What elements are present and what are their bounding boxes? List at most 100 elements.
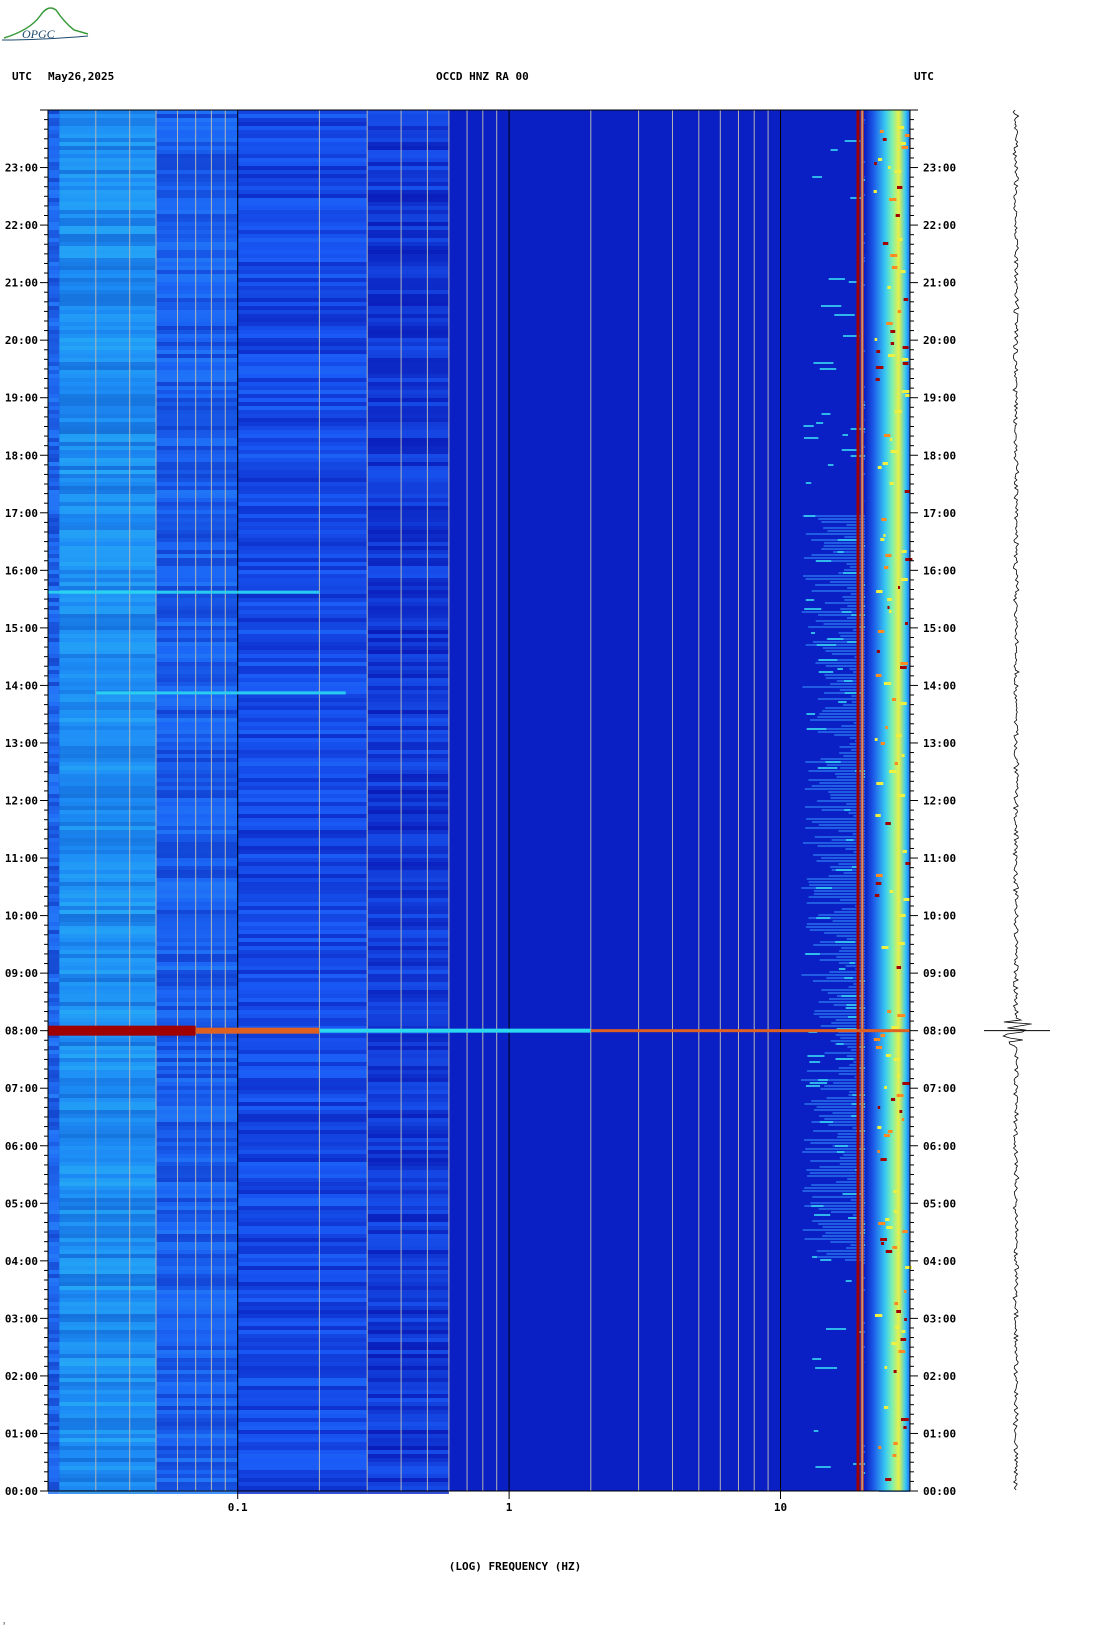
heatmap-cell [237,462,368,466]
heatmap-cell [367,722,449,726]
heatmap-cell [367,506,449,510]
heatmap-cell [237,1102,368,1106]
heatmap-cell [156,994,238,998]
heatmap-cell [367,1194,449,1198]
heatmap-cell [48,666,60,670]
heatmap-cell [237,950,368,954]
heatmap-cell [367,1430,449,1434]
heatmap-cell [48,934,60,938]
heatmap-cell [156,862,238,866]
heatmap-cell [805,1085,821,1087]
heatmap-cell [156,1126,238,1130]
heatmap-cell [367,326,449,330]
heatmap-cell [156,1158,238,1162]
heatmap-cell [156,302,238,306]
heatmap-cell [59,570,157,574]
heatmap-cell [367,1302,449,1306]
hot-speck [896,734,902,737]
heatmap-cell [156,934,238,938]
heatmap-cell [367,146,449,150]
heatmap-cell [367,998,449,1002]
heatmap-cell [156,906,238,910]
heatmap-cell [48,1266,60,1270]
heatmap-cell [48,778,60,782]
heatmap-cell [237,410,368,414]
heatmap-cell [367,430,449,434]
heatmap-cell [48,146,60,150]
heatmap-cell [367,250,449,254]
heatmap-cell [59,1038,157,1042]
heatmap-cell [156,670,238,674]
heatmap-cell [367,546,449,550]
heatmap-cell [156,286,238,290]
heatmap-cell [59,490,157,494]
y-tick-label-left: 03:00 [5,1312,38,1325]
heatmap-cell [59,298,157,302]
heatmap-cell [156,954,238,958]
heatmap-cell [48,166,60,170]
heatmap-cell [367,462,449,466]
heatmap-cell [48,802,60,806]
heatmap-cell [237,786,368,790]
heatmap-cell [156,878,238,882]
heatmap-cell [48,834,60,838]
heatmap-cell [59,582,157,586]
heatmap-cell [48,390,60,394]
heatmap-cell [156,938,238,942]
heatmap-cell [367,1242,449,1246]
heatmap-cell [48,1146,60,1150]
heatmap-cell [367,1250,449,1254]
heatmap-cell [817,845,910,847]
heatmap-cell [59,1174,157,1178]
hot-speck [877,1126,882,1129]
heatmap-cell [367,1114,449,1118]
heatmap-cell [48,1450,60,1454]
heatmap-cell [59,778,157,782]
heatmap-cell [156,802,238,806]
hot-speck [883,534,886,537]
heatmap-cell [237,506,368,510]
heatmap-cell [48,754,60,758]
heatmap-cell [367,402,449,406]
heatmap-cell [237,1342,368,1346]
hot-speck [887,606,890,609]
heatmap-cell [367,1154,449,1158]
heatmap-cell [156,1382,238,1386]
heatmap-cell [59,1202,157,1206]
heatmap-cell [48,686,60,690]
heatmap-cell [367,750,449,754]
heatmap-cell [59,154,157,158]
heatmap-cell [367,1486,449,1490]
heatmap-cell [156,1042,238,1046]
heatmap-cell [59,1238,157,1242]
heatmap-cell [237,1238,368,1242]
heatmap-cell [367,338,449,342]
heatmap-cell [367,1314,449,1318]
heatmap-cell [367,450,449,454]
heatmap-cell [237,1378,368,1382]
heatmap-cell [367,218,449,222]
heatmap-cell [59,230,157,234]
heatmap-cell [48,1126,60,1130]
heatmap-cell [59,338,157,342]
heatmap-cell [850,197,862,199]
heatmap-cell [156,730,238,734]
heatmap-cell [809,929,910,931]
heatmap-cell [48,354,60,358]
hot-speck [875,1046,883,1049]
heatmap-cell [802,1190,910,1192]
heatmap-cell [367,422,449,426]
y-tick-label-left: 17:00 [5,507,38,520]
heatmap-cell [59,1098,157,1102]
heatmap-cell [156,586,238,590]
heatmap-cell [59,802,157,806]
heatmap-cell [59,1374,157,1378]
heatmap-cell [841,611,852,613]
heatmap-cell [367,1454,449,1458]
hot-speck [897,126,905,129]
heatmap-cell [237,1006,368,1010]
heatmap-cell [156,894,238,898]
heatmap-cell [156,682,238,686]
heatmap-cell [156,594,238,598]
